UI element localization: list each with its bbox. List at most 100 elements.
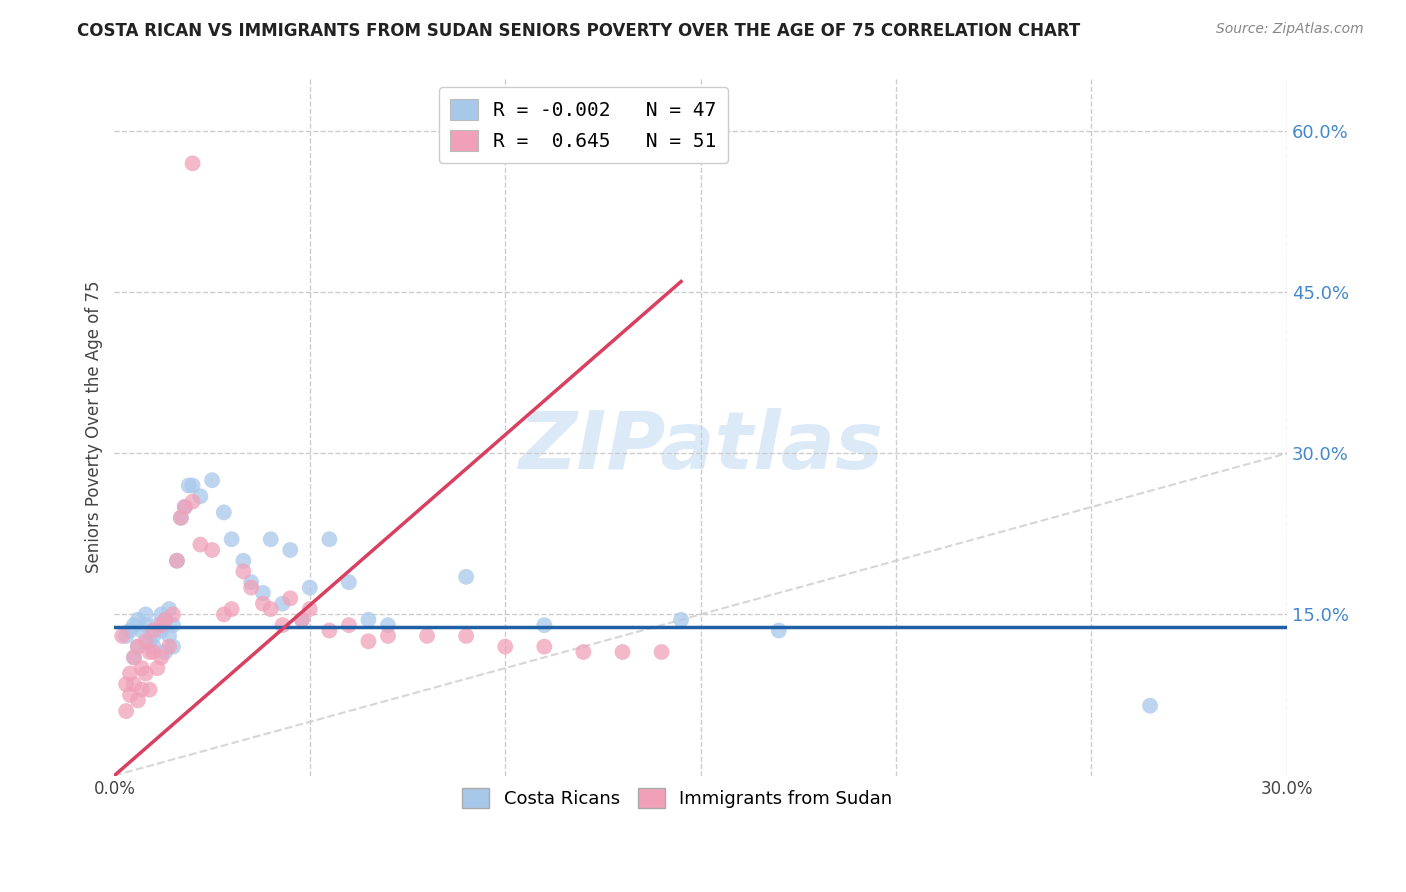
Point bbox=[278, 591, 301, 606]
Point bbox=[177, 478, 200, 492]
Point bbox=[122, 677, 145, 691]
Point bbox=[651, 645, 673, 659]
Point bbox=[115, 629, 138, 643]
Point bbox=[533, 618, 555, 632]
Point bbox=[252, 586, 274, 600]
Point bbox=[127, 613, 149, 627]
Point bbox=[142, 640, 165, 654]
Point bbox=[201, 543, 224, 558]
Point bbox=[138, 682, 160, 697]
Point bbox=[212, 607, 235, 622]
Point bbox=[162, 618, 184, 632]
Point bbox=[278, 543, 301, 558]
Point bbox=[291, 613, 314, 627]
Point bbox=[318, 624, 340, 638]
Point bbox=[221, 602, 243, 616]
Point bbox=[201, 473, 224, 487]
Point bbox=[416, 629, 439, 643]
Point bbox=[1139, 698, 1161, 713]
Point bbox=[166, 554, 188, 568]
Point bbox=[298, 581, 321, 595]
Point bbox=[127, 640, 149, 654]
Point bbox=[138, 634, 160, 648]
Point bbox=[572, 645, 595, 659]
Point bbox=[190, 538, 212, 552]
Point bbox=[612, 645, 634, 659]
Point bbox=[155, 613, 177, 627]
Point bbox=[162, 640, 184, 654]
Point bbox=[170, 510, 193, 524]
Point bbox=[118, 688, 141, 702]
Y-axis label: Seniors Poverty Over the Age of 75: Seniors Poverty Over the Age of 75 bbox=[86, 280, 103, 573]
Point bbox=[173, 500, 195, 514]
Point bbox=[122, 618, 145, 632]
Point bbox=[232, 554, 254, 568]
Point bbox=[142, 629, 165, 643]
Point bbox=[142, 645, 165, 659]
Point bbox=[240, 575, 263, 590]
Text: ZIPatlas: ZIPatlas bbox=[519, 409, 883, 486]
Point bbox=[212, 505, 235, 519]
Point bbox=[122, 650, 145, 665]
Point bbox=[337, 618, 360, 632]
Point bbox=[150, 624, 173, 638]
Point bbox=[111, 629, 134, 643]
Point bbox=[157, 602, 180, 616]
Point bbox=[337, 575, 360, 590]
Point bbox=[260, 602, 283, 616]
Point bbox=[170, 510, 193, 524]
Point bbox=[157, 640, 180, 654]
Point bbox=[115, 677, 138, 691]
Point bbox=[135, 607, 157, 622]
Point bbox=[135, 618, 157, 632]
Point bbox=[271, 597, 294, 611]
Point bbox=[146, 661, 169, 675]
Point bbox=[118, 666, 141, 681]
Point bbox=[232, 565, 254, 579]
Point bbox=[155, 613, 177, 627]
Point bbox=[162, 607, 184, 622]
Point bbox=[494, 640, 516, 654]
Point bbox=[138, 645, 160, 659]
Point bbox=[456, 570, 478, 584]
Point bbox=[181, 494, 204, 508]
Point bbox=[115, 704, 138, 718]
Text: Source: ZipAtlas.com: Source: ZipAtlas.com bbox=[1216, 22, 1364, 37]
Point bbox=[131, 682, 153, 697]
Point bbox=[298, 602, 321, 616]
Point bbox=[150, 650, 173, 665]
Point bbox=[533, 640, 555, 654]
Point bbox=[135, 666, 157, 681]
Point bbox=[181, 478, 204, 492]
Point bbox=[221, 533, 243, 547]
Point bbox=[122, 650, 145, 665]
Point bbox=[318, 533, 340, 547]
Point bbox=[768, 624, 790, 638]
Point bbox=[357, 634, 380, 648]
Point bbox=[127, 693, 149, 707]
Point bbox=[166, 554, 188, 568]
Point bbox=[131, 624, 153, 638]
Point bbox=[146, 618, 169, 632]
Point bbox=[181, 156, 204, 170]
Text: COSTA RICAN VS IMMIGRANTS FROM SUDAN SENIORS POVERTY OVER THE AGE OF 75 CORRELAT: COSTA RICAN VS IMMIGRANTS FROM SUDAN SEN… bbox=[77, 22, 1081, 40]
Point bbox=[377, 618, 399, 632]
Point bbox=[357, 613, 380, 627]
Point bbox=[669, 613, 692, 627]
Point bbox=[190, 489, 212, 503]
Point bbox=[131, 661, 153, 675]
Point bbox=[150, 607, 173, 622]
Point bbox=[127, 640, 149, 654]
Point bbox=[456, 629, 478, 643]
Point bbox=[291, 613, 314, 627]
Point bbox=[157, 629, 180, 643]
Point bbox=[155, 645, 177, 659]
Point bbox=[240, 581, 263, 595]
Point bbox=[142, 624, 165, 638]
Point bbox=[260, 533, 283, 547]
Point bbox=[173, 500, 195, 514]
Point bbox=[118, 624, 141, 638]
Point bbox=[377, 629, 399, 643]
Legend: Costa Ricans, Immigrants from Sudan: Costa Ricans, Immigrants from Sudan bbox=[454, 781, 900, 815]
Point bbox=[271, 618, 294, 632]
